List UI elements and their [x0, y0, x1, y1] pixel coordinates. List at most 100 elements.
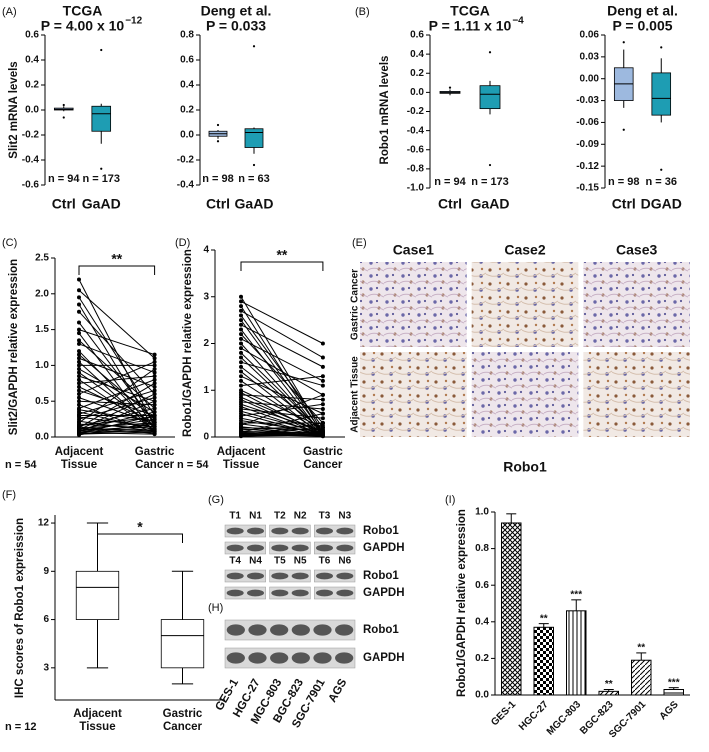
lane-label: N6 [338, 556, 351, 567]
panel-letter: (H) [208, 602, 223, 614]
significance-bracket [78, 265, 156, 275]
bar [631, 659, 652, 696]
point [239, 369, 243, 374]
y-tick-label: 0.0 [475, 690, 489, 701]
point [77, 381, 81, 386]
point [152, 406, 157, 411]
n-label: n = 63 [238, 173, 270, 185]
y-tick-label: 0.06 [580, 30, 600, 41]
point [152, 356, 157, 361]
point [77, 399, 81, 404]
point [77, 277, 81, 282]
ihc-image [360, 262, 467, 347]
y-tick-label: 0.0 [25, 105, 39, 116]
point [77, 302, 81, 307]
x-tick-label: Adjacent [217, 446, 266, 458]
chart-title: TCGA [63, 3, 103, 19]
lane-label: T4 [229, 556, 241, 567]
point [77, 288, 81, 293]
point [77, 352, 81, 357]
outlier [488, 163, 492, 167]
point [320, 374, 325, 379]
y-tick-label: 3 [43, 662, 49, 673]
pair-line [78, 422, 155, 436]
point [239, 360, 243, 365]
panel-letter: (F) [2, 489, 16, 501]
blot-band [315, 572, 334, 580]
point [77, 341, 81, 346]
outlier [660, 168, 663, 171]
pair-line [78, 368, 155, 424]
chart-title: TCGA [450, 3, 490, 19]
point [152, 359, 157, 364]
lane-label: T5 [274, 556, 286, 567]
pair-line [240, 430, 323, 436]
outlier [488, 51, 492, 54]
point [320, 378, 325, 383]
lane-label: N1 [249, 511, 262, 522]
x-tick-label: Tissue [61, 459, 97, 471]
point [77, 363, 81, 368]
point [152, 402, 157, 407]
panel-letter: (A) [2, 6, 17, 18]
x-tick-label: Ctrl [612, 196, 636, 212]
point [152, 384, 157, 389]
pair-line [240, 403, 324, 432]
y-tick-label: 0.6 [475, 580, 489, 591]
box [244, 128, 264, 148]
n-label: n = 54 [5, 459, 37, 471]
y-tick-label: -0.6 [407, 144, 425, 155]
pair-line [78, 415, 155, 434]
point [152, 388, 157, 393]
outlier [622, 128, 625, 131]
chart-title: Deng et al. [201, 3, 272, 19]
y-tick-label: 0.2 [410, 68, 424, 79]
y-tick-label: 4 [203, 245, 209, 256]
y-tick-label: -0.4 [22, 155, 40, 166]
point [77, 384, 81, 389]
pair-line [78, 343, 155, 374]
x-tick-label: Gastric [163, 708, 203, 720]
outlier [100, 48, 103, 52]
pair-line [78, 386, 155, 424]
pair-line [240, 347, 324, 396]
significance-bracket [240, 261, 324, 271]
pair-line [240, 394, 324, 426]
blot-band [270, 624, 289, 636]
point [77, 374, 81, 379]
pair-line [78, 423, 155, 429]
lane-label: T2 [274, 511, 286, 522]
y-tick-label: 1.5 [35, 324, 49, 335]
x-tick-label: DGAD [641, 196, 682, 212]
box [75, 570, 120, 620]
point [320, 416, 325, 421]
pair-line [240, 366, 324, 431]
ihc-image [583, 352, 690, 437]
x-tick-label: Tissue [79, 721, 115, 733]
point [239, 313, 243, 318]
outlier [660, 46, 663, 49]
p-exponent: −12 [125, 16, 142, 27]
y-tick-label: -0.4 [407, 125, 425, 136]
panel-letter: (D) [175, 237, 190, 249]
point [152, 413, 157, 418]
pair-line [240, 432, 323, 437]
point [77, 295, 81, 300]
point [77, 320, 81, 325]
point [239, 364, 243, 369]
p-value: P = 4.00 x 10 [41, 18, 125, 34]
point [77, 349, 81, 354]
outlier [252, 163, 256, 167]
blot-band [336, 527, 354, 535]
band-label: Robo1 [363, 624, 399, 636]
blot-band [313, 652, 332, 664]
blot-band [226, 624, 245, 636]
pair-line [78, 297, 156, 416]
y-tick-label: -0.2 [22, 130, 40, 141]
significance: ** [605, 679, 613, 690]
band-label: GAPDH [363, 587, 405, 599]
n-label: n = 54 [177, 459, 209, 471]
ihc-image [583, 262, 690, 347]
blot-band [315, 589, 334, 597]
pair-line [78, 375, 155, 402]
